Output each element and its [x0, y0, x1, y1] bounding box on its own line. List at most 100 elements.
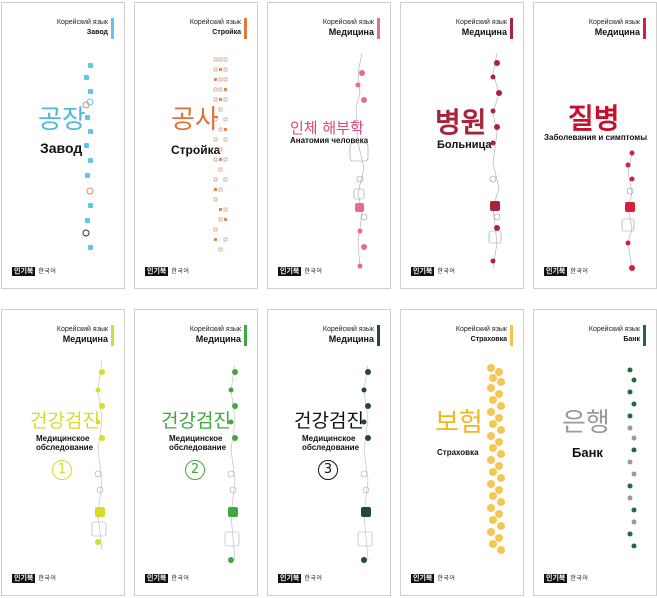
publisher-logo: 인기북 한국어: [544, 266, 589, 276]
publisher-name: 한국어: [437, 576, 456, 582]
book-cover-hospital[interactable]: Корейский язык Медицина 병원 Больница 인기북 한…: [400, 2, 524, 289]
publisher-mark: 인기북: [12, 267, 36, 276]
publisher-name: 한국어: [570, 269, 589, 275]
publisher-mark: 인기북: [145, 574, 169, 583]
dot-chain-decoration: [349, 52, 369, 269]
korean-title: 인체 해부학: [290, 119, 364, 137]
publisher-name: 한국어: [38, 269, 57, 275]
russian-title: Страховка: [437, 448, 479, 457]
accent-bar: [510, 18, 513, 39]
series-label: Корейский язык Медицина: [456, 19, 507, 38]
accent-bar: [244, 325, 247, 346]
publisher-logo: 인기북 한국어: [278, 266, 323, 276]
accent-bar: [377, 325, 380, 346]
russian-title: Завод: [40, 140, 83, 156]
korean-title: 보험: [435, 408, 483, 438]
book-cover-checkup-1[interactable]: Корейский язык Медицина 건강검진 Медицинское…: [1, 309, 125, 596]
subject-label: Медицина: [328, 27, 374, 37]
book-cover-anatomy[interactable]: Корейский язык Медицина 인체 해부학 Анатомия …: [267, 2, 391, 289]
publisher-name: 한국어: [570, 576, 589, 582]
publisher-mark: 인기북: [12, 574, 36, 583]
russian-title: Стройка: [171, 143, 221, 157]
publisher-logo: 인기북 한국어: [411, 266, 456, 276]
russian-title: Анатомия человека: [290, 136, 369, 145]
publisher-logo: 인기북 한국어: [278, 573, 323, 583]
dot-chain-decoration: [621, 150, 635, 271]
russian-title: Больница: [437, 139, 492, 151]
dot-chain-decoration: [224, 364, 240, 563]
accent-bar: [643, 18, 646, 39]
square-grid-decoration: [213, 57, 228, 252]
volume-number: 3: [318, 460, 338, 480]
series-label: Корейский язык Завод: [57, 19, 108, 38]
series-label: Корейский язык Страховка: [456, 326, 507, 345]
publisher-mark: 인기북: [278, 574, 302, 583]
russian-title: Медицинское обследование: [36, 434, 94, 452]
book-cover-checkup-2[interactable]: Корейский язык Медицина 건강검진 Медицинское…: [134, 309, 258, 596]
russian-title: Заболевания и симптомы: [544, 133, 648, 142]
subject-label: Страховка: [470, 336, 507, 343]
publisher-logo: 인기북 한국어: [145, 573, 190, 583]
series-label: Корейский язык Банк: [589, 326, 640, 345]
korean-title: 공사: [171, 105, 219, 135]
dot-chain-decoration: [357, 364, 373, 563]
series-label: Корейский язык Медицина: [57, 326, 108, 345]
dot-chain-decoration: [82, 63, 94, 250]
subject-label: Медицина: [195, 334, 241, 344]
korean-title: 건강검진: [30, 410, 100, 432]
accent-bar: [111, 325, 114, 346]
book-cover-factory[interactable]: Корейский язык Завод 공장 Завод 인기북 한국어: [1, 2, 125, 289]
publisher-logo: 인기북 한국어: [12, 573, 57, 583]
korean-title: 공장: [38, 105, 86, 135]
publisher-mark: 인기북: [544, 574, 568, 583]
accent-bar: [643, 325, 646, 346]
publisher-logo: 인기북 한국어: [411, 573, 456, 583]
publisher-name: 한국어: [171, 576, 190, 582]
book-cover-bank[interactable]: Корейский язык Банк 은행 Банк 인기북 한국어: [533, 309, 657, 596]
series-label: Корейский язык Медицина: [589, 19, 640, 38]
book-cover-insurance[interactable]: Корейский язык Страховка 보험 Страховка 인기…: [400, 309, 524, 596]
publisher-mark: 인기북: [278, 267, 302, 276]
subject-label: Завод: [86, 29, 108, 36]
series-title: Корейский язык: [56, 326, 108, 333]
subject-label: Медицина: [328, 334, 374, 344]
publisher-name: 한국어: [304, 269, 323, 275]
publisher-mark: 인기북: [145, 267, 169, 276]
series-title: Корейский язык: [56, 19, 108, 26]
korean-title: 건강검진: [294, 410, 364, 432]
publisher-mark: 인기북: [411, 267, 435, 276]
publisher-logo: 인기북 한국어: [12, 266, 57, 276]
publisher-name: 한국어: [38, 576, 57, 582]
series-title: Корейский язык: [189, 326, 241, 333]
korean-title: 건강검진: [161, 410, 231, 432]
publisher-name: 한국어: [437, 269, 456, 275]
series-label: Корейский язык Медицина: [323, 19, 374, 38]
series-title: Корейский язык: [588, 326, 640, 333]
subject-label: Медицина: [461, 27, 507, 37]
korean-title: 은행: [562, 408, 610, 438]
subject-label: Медицина: [594, 27, 640, 37]
korean-title: 병원: [435, 106, 487, 139]
series-title: Корейский язык: [455, 326, 507, 333]
publisher-logo: 인기북 한국어: [544, 573, 589, 583]
book-cover-diseases[interactable]: Корейский язык Медицина 질병 Заболевания и…: [533, 2, 657, 289]
book-cover-construction[interactable]: Корейский язык Стройка 공사 Стройка: [134, 2, 258, 289]
publisher-logo: 인기북 한국어: [145, 266, 190, 276]
russian-title: Банк: [572, 445, 603, 460]
dot-chain-decoration: [91, 359, 107, 551]
russian-title: Медицинское обследование: [302, 434, 360, 452]
volume-number: 2: [185, 460, 205, 480]
series-title: Корейский язык: [189, 19, 241, 26]
publisher-name: 한국어: [304, 576, 323, 582]
accent-bar: [377, 18, 380, 39]
series-label: Корейский язык Медицина: [323, 326, 374, 345]
series-title: Корейский язык: [322, 326, 374, 333]
accent-bar: [111, 18, 114, 39]
subject-label: Стройка: [212, 29, 241, 36]
book-cover-checkup-3[interactable]: Корейский язык Медицина 건강검진 Медицинское…: [267, 309, 391, 596]
dot-cluster-decoration: [487, 364, 505, 554]
korean-title: 질병: [568, 102, 620, 135]
publisher-name: 한국어: [171, 269, 190, 275]
publisher-mark: 인기북: [544, 267, 568, 276]
volume-number: 1: [52, 460, 72, 480]
